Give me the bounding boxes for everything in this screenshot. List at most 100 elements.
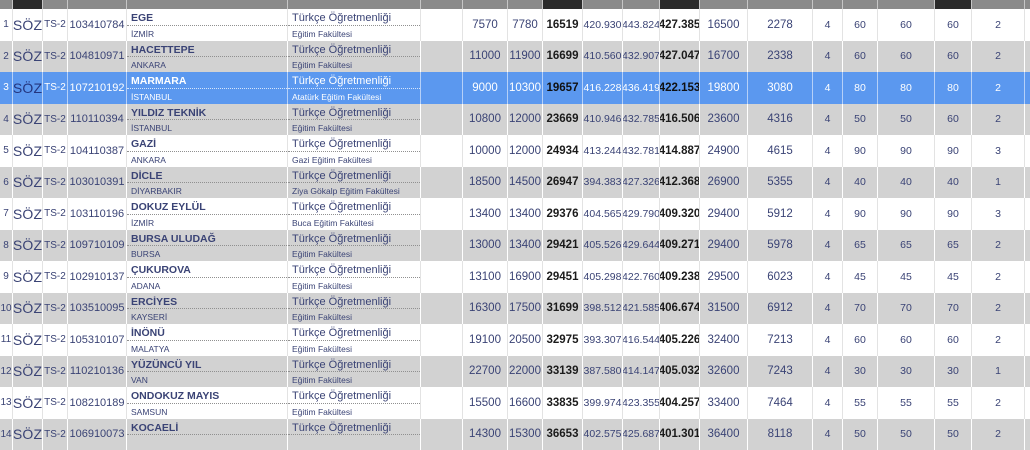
cutoff-cell: [1025, 324, 1030, 356]
header-value-1[interactable]: [508, 0, 543, 9]
table-row[interactable]: 2 SÖZ TS-2 104810971 HACETTEPE ANKARA Tü…: [0, 41, 1030, 73]
header-cutoff[interactable]: [1025, 0, 1030, 9]
header-score-type[interactable]: [13, 0, 43, 9]
value-cell: 12000: [508, 135, 543, 167]
value-cell: 7780: [508, 9, 543, 41]
header-value-3[interactable]: [583, 0, 623, 9]
city-name: ADANA: [127, 278, 287, 293]
table-row[interactable]: 7 SÖZ TS-2 103110196 DOKUZ EYLÜL İZMİR T…: [0, 198, 1030, 230]
value-cell: 10800: [463, 104, 508, 136]
header-exam-type[interactable]: [43, 0, 68, 9]
program-code: 105310107: [68, 324, 127, 356]
header-value-4[interactable]: [623, 0, 660, 9]
row-rank: 3: [0, 72, 13, 104]
program-code: 102910137: [68, 261, 127, 293]
empty-cell: [421, 9, 463, 41]
value-cell: 432.781: [623, 135, 660, 167]
empty-cell: [421, 230, 463, 262]
value-cell: 2: [972, 9, 1025, 41]
header-value-10[interactable]: [878, 0, 935, 9]
program-code: 110210136: [68, 356, 127, 388]
value-cell: 3: [972, 198, 1025, 230]
program-name: Türkçe Öğretmenliği: [288, 135, 420, 152]
program-cell: Türkçe Öğretmenliği Eğitim Fakültesi: [288, 104, 421, 136]
header-value-8[interactable]: [813, 0, 843, 9]
value-cell: 13000: [463, 230, 508, 262]
table-row[interactable]: 5 SÖZ TS-2 104110387 GAZİ ANKARA Türkçe …: [0, 135, 1030, 167]
value-cell: 409.320: [660, 198, 700, 230]
value-cell: 29451: [543, 261, 583, 293]
row-rank: 2: [0, 41, 13, 73]
value-cell: 16519: [543, 9, 583, 41]
value-cell: 11900: [508, 41, 543, 73]
value-cell: 16700: [700, 41, 748, 73]
university-cell: ONDOKUZ MAYIS SAMSUN: [127, 387, 288, 419]
table-row[interactable]: 4 SÖZ TS-2 110110394 YILDIZ TEKNİK İSTAN…: [0, 104, 1030, 136]
value-cell: 29400: [700, 230, 748, 262]
table-row[interactable]: 9 SÖZ TS-2 102910137 ÇUKUROVA ADANA Türk…: [0, 261, 1030, 293]
value-cell: 6912: [748, 293, 813, 325]
exam-type: TS-2: [43, 9, 68, 41]
program-name: Türkçe Öğretmenliği: [288, 198, 420, 215]
empty-cell: [421, 261, 463, 293]
value-cell: 90: [878, 135, 935, 167]
score-type: SÖZ: [13, 135, 43, 167]
header-program[interactable]: [288, 0, 421, 9]
header-program-code[interactable]: [68, 0, 127, 9]
table-row[interactable]: 12 SÖZ TS-2 110210136 YÜZÜNCÜ YIL VAN Tü…: [0, 356, 1030, 388]
value-cell: 4: [813, 293, 843, 325]
header-university[interactable]: [127, 0, 288, 9]
value-cell: 404.257: [660, 387, 700, 419]
header-value-9[interactable]: [843, 0, 878, 9]
row-rank: 13: [0, 387, 13, 419]
cutoff-cell: [1025, 230, 1030, 262]
value-cell: 40: [878, 167, 935, 199]
header-value-6[interactable]: [700, 0, 748, 9]
header-gap[interactable]: [421, 0, 463, 9]
value-cell: 45: [843, 261, 878, 293]
value-cell: 30: [843, 356, 878, 388]
value-cell: 2: [972, 72, 1025, 104]
value-cell: 429.644: [623, 230, 660, 262]
university-name: İNÖNÜ: [127, 324, 287, 341]
value-cell: 4: [813, 198, 843, 230]
program-cell: Türkçe Öğretmenliği Eğitim Fakültesi: [288, 356, 421, 388]
value-cell: 50: [843, 104, 878, 136]
program-code: 103010391: [68, 167, 127, 199]
faculty-name: Eğitim Fakültesi: [288, 278, 420, 293]
value-cell: 14300: [463, 419, 508, 450]
program-code: 108210189: [68, 387, 127, 419]
empty-cell: [421, 356, 463, 388]
header-value-0[interactable]: [463, 0, 508, 9]
value-cell: 2: [972, 324, 1025, 356]
value-cell: 4: [813, 419, 843, 450]
value-cell: 4: [813, 104, 843, 136]
table-row[interactable]: 14 SÖZ TS-2 106910073 KOCAELİ Türkçe Öğr…: [0, 419, 1030, 450]
exam-type: TS-2: [43, 293, 68, 325]
header-value-2[interactable]: [543, 0, 583, 9]
header-value-5[interactable]: [660, 0, 700, 9]
table-row[interactable]: 10 SÖZ TS-2 103510095 ERCİYES KAYSERİ Tü…: [0, 293, 1030, 325]
value-cell: 2: [972, 419, 1025, 450]
value-cell: 60: [843, 324, 878, 356]
header-rank[interactable]: [0, 0, 13, 9]
value-cell: 2338: [748, 41, 813, 73]
program-code: 104110387: [68, 135, 127, 167]
table-row[interactable]: 8 SÖZ TS-2 109710109 BURSA ULUDAĞ BURSA …: [0, 230, 1030, 262]
header-value-12[interactable]: [972, 0, 1025, 9]
table-row[interactable]: 1 SÖZ TS-2 103410784 EGE İZMİR Türkçe Öğ…: [0, 9, 1030, 41]
table-row[interactable]: 13 SÖZ TS-2 108210189 ONDOKUZ MAYIS SAMS…: [0, 387, 1030, 419]
value-cell: 427.326: [623, 167, 660, 199]
table-row[interactable]: 6 SÖZ TS-2 103010391 DİCLE DİYARBAKIR Tü…: [0, 167, 1030, 199]
value-cell: 15500: [463, 387, 508, 419]
value-cell: 414.147: [623, 356, 660, 388]
program-name: Türkçe Öğretmenliği: [288, 261, 420, 278]
value-cell: 60: [878, 9, 935, 41]
header-value-7[interactable]: [748, 0, 813, 9]
city-name: İZMİR: [127, 215, 287, 230]
empty-cell: [421, 167, 463, 199]
table-row[interactable]: 11 SÖZ TS-2 105310107 İNÖNÜ MALATYA Türk…: [0, 324, 1030, 356]
header-value-11[interactable]: [935, 0, 972, 9]
empty-cell: [421, 293, 463, 325]
table-row[interactable]: 3 SÖZ TS-2 107210192 MARMARA İSTANBUL Tü…: [0, 72, 1030, 104]
